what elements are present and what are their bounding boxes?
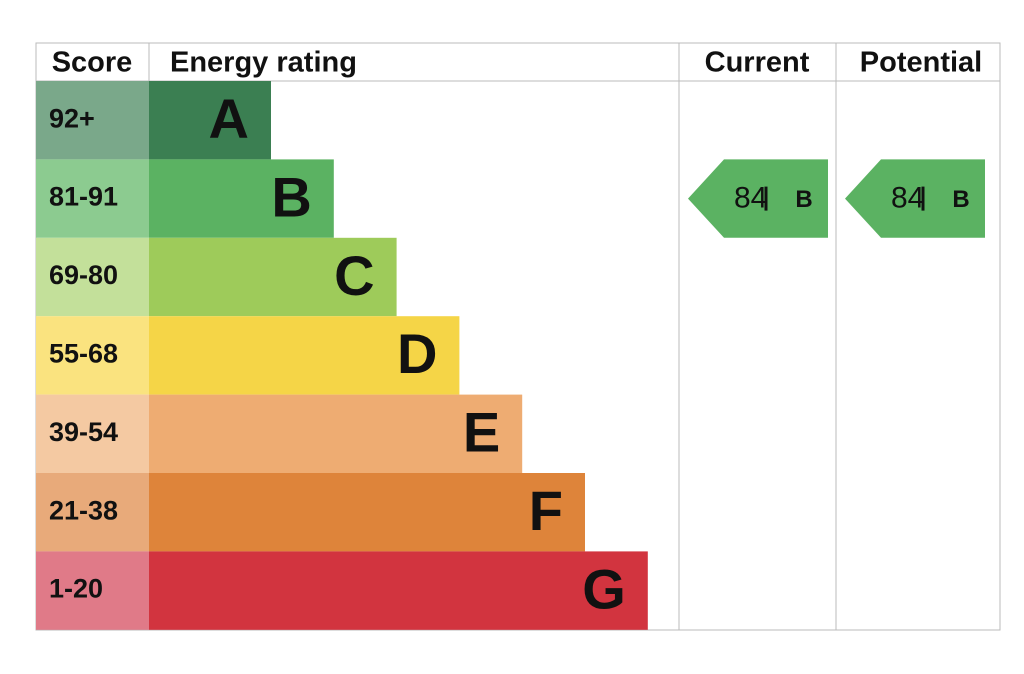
score-range: 69-80 <box>49 260 118 290</box>
rating-letter: C <box>334 244 374 307</box>
score-range: 92+ <box>49 103 95 133</box>
current-arrow <box>688 159 828 238</box>
score-range: 39-54 <box>49 417 118 447</box>
score-cell <box>36 316 149 395</box>
rating-bar <box>149 81 271 160</box>
rating-bar <box>149 316 460 395</box>
score-cell <box>36 473 149 552</box>
score-range: 55-68 <box>49 339 118 369</box>
score-cell <box>36 551 149 630</box>
score-cell <box>36 237 149 317</box>
header-score: Score <box>52 47 133 79</box>
rating-letter: E <box>463 401 500 464</box>
header-rating: Energy rating <box>170 47 357 79</box>
score-cell <box>36 81 149 160</box>
rating-letter: G <box>582 557 626 620</box>
score-range: 1-20 <box>49 574 103 604</box>
current-rating: B <box>795 186 812 213</box>
header-potential: Potential <box>860 47 982 79</box>
current-score: 84 <box>734 182 767 215</box>
rating-letter: B <box>271 165 311 228</box>
rating-bar <box>149 473 585 552</box>
rating-bar <box>149 237 397 317</box>
potential-score: 84 <box>891 182 924 215</box>
rating-bar <box>149 394 523 473</box>
score-range: 21-38 <box>49 495 118 525</box>
score-cell <box>36 394 149 473</box>
rating-letter: F <box>529 479 563 542</box>
score-cell <box>36 159 149 238</box>
rating-bar <box>149 551 648 630</box>
potential-arrow <box>845 159 985 238</box>
header-current: Current <box>705 47 810 79</box>
rating-bar <box>149 159 334 238</box>
potential-rating: B <box>952 186 969 213</box>
score-range: 81-91 <box>49 182 118 212</box>
rating-letter: D <box>397 322 437 385</box>
rating-letter: A <box>209 87 249 150</box>
